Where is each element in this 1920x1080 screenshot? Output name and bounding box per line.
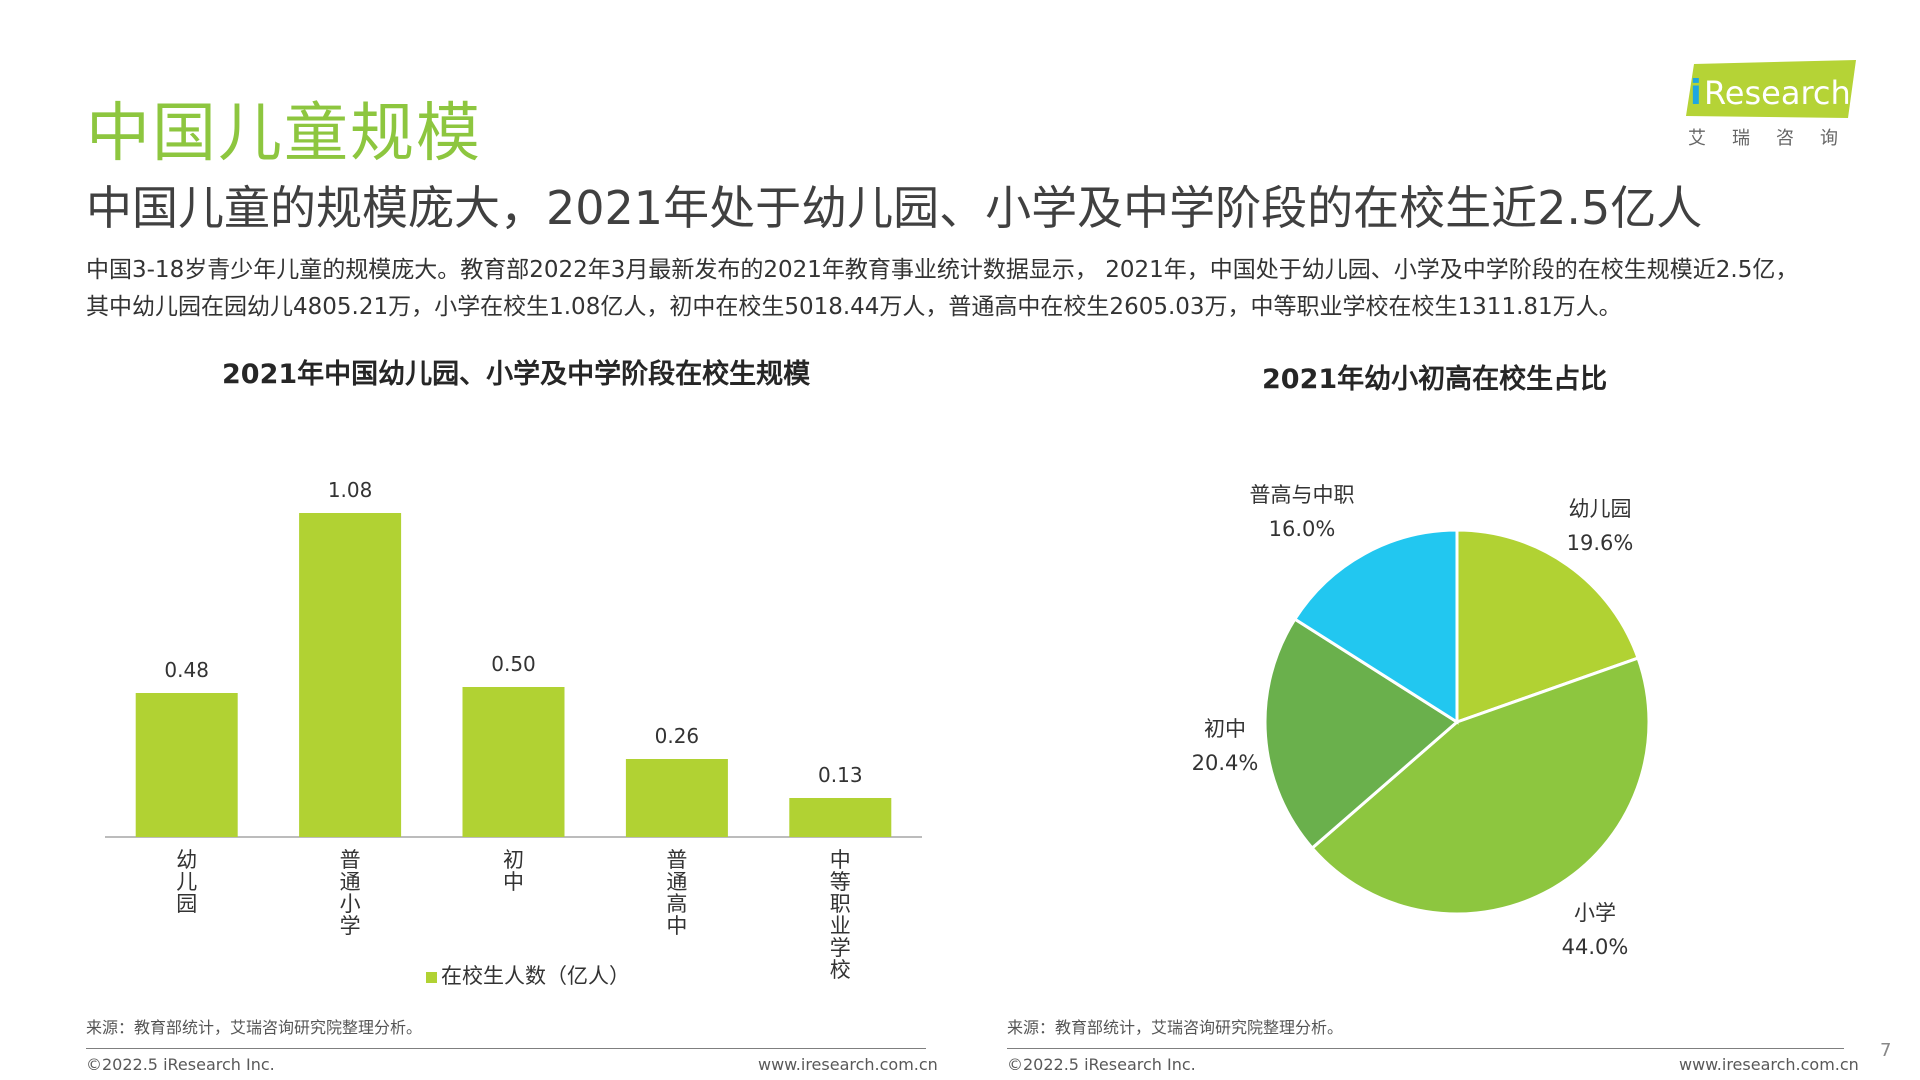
data-label: 1.08 xyxy=(328,478,373,502)
data-label: 0.48 xyxy=(164,658,209,682)
description: 中国3-18岁青少年儿童的规模庞大。教育部2022年3月最新发布的2021年教育… xyxy=(86,252,1876,326)
slice-label: 小学 xyxy=(1574,901,1616,925)
description-line-1: 中国3-18岁青少年儿童的规模庞大。教育部2022年3月最新发布的2021年教育… xyxy=(86,257,1799,283)
source-note-right: 来源：教育部统计，艾瑞咨询研究院整理分析。 xyxy=(1007,1018,1344,1037)
source-note-left: 来源：教育部统计，艾瑞咨询研究院整理分析。 xyxy=(86,1018,423,1037)
slice-value-label: 20.4% xyxy=(1192,751,1259,775)
website-link-left[interactable]: www.iresearch.com.cn xyxy=(758,1055,938,1074)
data-label: 0.50 xyxy=(491,652,536,676)
bar xyxy=(462,687,565,837)
bar xyxy=(135,693,238,837)
legend-swatch xyxy=(426,972,437,983)
slice-value-label: 44.0% xyxy=(1562,935,1629,959)
pie-slice xyxy=(1292,528,1459,725)
bar-chart-title: 2021年中国幼儿园、小学及中学阶段在校生规模 xyxy=(222,359,811,390)
pie-chart: 幼儿园 19.6% 小学 44.0% 初中 20.4% 普高与中职 16.0% xyxy=(1192,483,1651,959)
slice-label: 初中 xyxy=(1204,717,1246,741)
logo-brand-text: Research xyxy=(1704,74,1851,112)
bar-chart-legend: 在校生人数（亿人） xyxy=(426,960,630,990)
pie-slice xyxy=(1263,617,1460,851)
bar xyxy=(789,798,892,837)
slice-label: 普高与中职 xyxy=(1250,483,1355,507)
x-tick-label: 普通高中 xyxy=(666,848,687,938)
data-label: 0.26 xyxy=(655,724,700,748)
footer-divider-left xyxy=(86,1048,926,1049)
slice-value-label: 16.0% xyxy=(1269,517,1336,541)
logo-chinese-name: 艾瑞咨询 xyxy=(1688,128,1864,149)
bar-chart: 0.48 幼儿园 1.08 普通小学 0.50 初中 0.26 普通高中 0.13 中等职业学校 xyxy=(105,478,922,982)
x-tick-label: 初中 xyxy=(503,848,524,894)
bar xyxy=(299,513,402,837)
bar xyxy=(625,759,728,837)
data-label: 0.13 xyxy=(818,763,863,787)
footer-divider-right xyxy=(1007,1048,1844,1049)
iresearch-logo: i Research xyxy=(1680,60,1860,124)
x-tick-label: 普通小学 xyxy=(340,848,361,938)
slice-label: 幼儿园 xyxy=(1569,497,1632,521)
page-number: 7 xyxy=(1880,1040,1892,1061)
slice-value-label: 19.6% xyxy=(1567,531,1634,555)
copyright-left: ©2022.5 iResearch Inc. xyxy=(86,1055,275,1074)
x-tick-label: 幼儿园 xyxy=(176,848,197,916)
pie-slice xyxy=(1310,656,1651,916)
description-line-2: 其中幼儿园在园幼儿4805.21万，小学在校生1.08亿人，初中在校生5018.… xyxy=(86,294,1622,320)
page-title: 中国儿童规模 xyxy=(86,97,482,171)
page-subtitle: 中国儿童的规模庞大，2021年处于幼儿园、小学及中学阶段的在校生近2.5亿人 xyxy=(86,181,1703,235)
x-tick-label: 中等职业学校 xyxy=(830,848,851,982)
pie-chart-title: 2021年幼小初高在校生占比 xyxy=(1262,364,1608,395)
legend-label: 在校生人数（亿人） xyxy=(441,964,630,988)
logo-badge-shape xyxy=(1686,60,1856,118)
copyright-right: ©2022.5 iResearch Inc. xyxy=(1007,1055,1196,1074)
logo-brand-i: i xyxy=(1690,73,1702,113)
website-link-right[interactable]: www.iresearch.com.cn xyxy=(1679,1055,1859,1074)
